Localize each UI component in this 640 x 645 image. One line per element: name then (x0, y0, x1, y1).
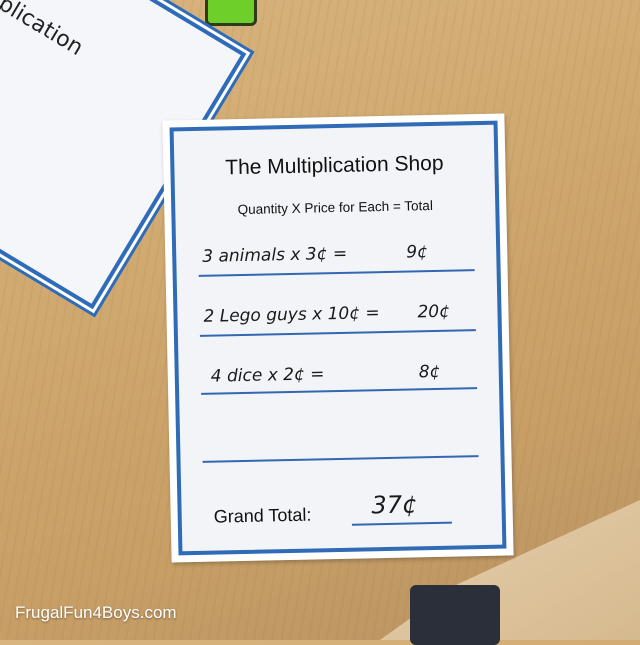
row-2-text: 2 Lego guys x 10¢ = (203, 303, 380, 327)
grand-total-line (351, 521, 452, 526)
worksheet-title: The Multiplication Shop (225, 151, 444, 180)
dark-object (410, 585, 500, 645)
worksheet-border: The Multiplication Shop Quantity X Price… (169, 120, 507, 556)
watermark: FrugalFun4Boys.com (15, 603, 177, 622)
row-2-line (199, 329, 476, 337)
grand-total-label: Grand Total: (213, 504, 312, 527)
row-1-text: 3 animals x 3¢ = (202, 243, 348, 267)
worksheet: The Multiplication Shop Quantity X Price… (162, 113, 514, 563)
worksheet-subtitle: Quantity X Price for Each = Total (237, 197, 434, 218)
green-toy (205, 0, 257, 26)
row-3-line (201, 387, 478, 395)
row-3-total: 8¢ (418, 361, 441, 383)
row-1-line (198, 269, 475, 277)
row-1-total: 9¢ (406, 242, 429, 263)
background-worksheet-title: The Multiplication (0, 0, 87, 61)
grand-total-value: 37¢ (371, 490, 418, 520)
row-3-text: 4 dice x 2¢ = (210, 364, 325, 387)
row-4-line (202, 455, 479, 463)
row-2-total: 20¢ (417, 301, 451, 323)
